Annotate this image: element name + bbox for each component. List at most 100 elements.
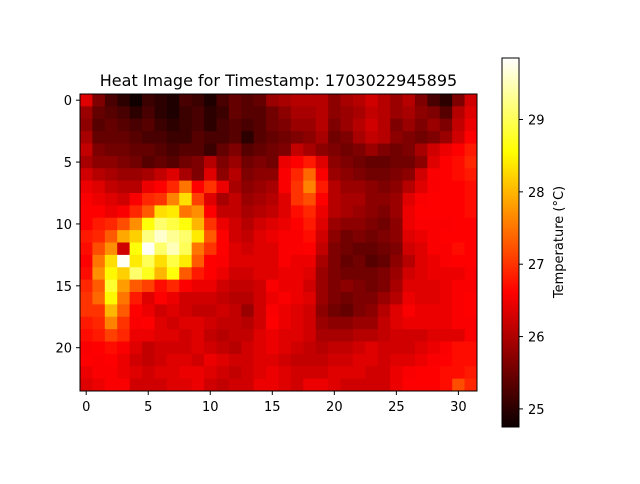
heatmap-cell <box>166 316 180 330</box>
heatmap-cell <box>154 230 168 243</box>
heatmap-cell <box>352 180 366 194</box>
heatmap-cell <box>290 94 304 107</box>
heatmap-cell <box>377 378 391 392</box>
heatmap-cell <box>179 341 193 355</box>
heatmap-cell <box>228 205 242 219</box>
heatmap-cell <box>179 217 193 231</box>
heatmap-cell <box>154 143 168 157</box>
heatmap-cell <box>241 131 255 144</box>
heatmap-cell <box>352 131 366 144</box>
heatmap-cell <box>241 143 255 157</box>
heatmap-cell <box>365 131 379 144</box>
heatmap-cell <box>414 118 428 132</box>
heatmap-cell <box>92 94 106 107</box>
heatmap-cell <box>80 131 93 144</box>
x-tick-label: 0 <box>82 400 90 415</box>
heatmap-cell <box>154 329 168 342</box>
heatmap-cell <box>464 242 478 256</box>
heatmap-cell <box>439 366 453 380</box>
heatmap-cell <box>390 180 403 194</box>
heatmap-cell <box>92 193 106 206</box>
heatmap-cell <box>166 155 180 169</box>
heatmap-cell <box>191 366 205 380</box>
heatmap-cell <box>452 217 465 231</box>
heatmap-cell <box>414 193 428 206</box>
heatmap-cell <box>154 304 168 318</box>
heatmap-cell <box>166 106 180 120</box>
heatmap-cell <box>278 217 292 231</box>
heatmap-cell <box>80 193 93 206</box>
heatmap-cell <box>278 180 292 194</box>
heatmap-cell <box>340 217 354 231</box>
heatmap-cell <box>439 292 453 305</box>
heatmap-cell <box>303 378 317 392</box>
heatmap-cell <box>328 329 341 342</box>
heatmap-cell <box>228 267 242 281</box>
heatmap-cell <box>104 267 118 281</box>
y-tick-label: 0 <box>64 94 72 109</box>
heatmap-cell <box>414 131 428 144</box>
heatmap-cell <box>452 193 465 206</box>
heatmap-cell <box>216 106 230 120</box>
heatmap-cell <box>266 267 279 281</box>
heatmap-cell <box>439 254 453 268</box>
heatmap-cell <box>290 106 304 120</box>
heatmap-cell <box>253 353 267 367</box>
heatmap-cell <box>253 316 267 330</box>
heatmap-cell <box>427 304 441 318</box>
heatmap-cell <box>228 193 242 206</box>
heatmap-cell <box>278 193 292 206</box>
heatmap-cell <box>328 217 341 231</box>
heatmap-cell <box>328 143 341 157</box>
heatmap-cell <box>253 155 267 169</box>
heatmap-cell <box>80 329 93 342</box>
heatmap-cell <box>452 205 465 219</box>
heatmap-cell <box>390 292 403 305</box>
heatmap-cell <box>390 94 403 107</box>
heatmap-cell <box>315 118 329 132</box>
heatmap-cell <box>179 205 193 219</box>
heatmap-cell <box>464 94 478 107</box>
heatmap-cell <box>241 316 255 330</box>
heatmap-cell <box>228 131 242 144</box>
heatmap-cell <box>303 143 317 157</box>
heatmap-cell <box>154 131 168 144</box>
heatmap-cell <box>328 168 341 182</box>
heatmap-cell <box>117 341 131 355</box>
heatmap-cell <box>253 230 267 243</box>
heatmap-cell <box>464 143 478 157</box>
heatmap-cell <box>390 230 403 243</box>
heatmap-cell <box>104 94 118 107</box>
heatmap-cell <box>92 118 106 132</box>
heatmap-cell <box>452 230 465 243</box>
heatmap-cell <box>303 155 317 169</box>
heatmap-cell <box>278 242 292 256</box>
heatmap-cell <box>390 304 403 318</box>
heatmap-cell <box>228 329 242 342</box>
heatmap-cell <box>117 353 131 367</box>
heatmap-cell <box>439 155 453 169</box>
x-tick-label: 10 <box>202 400 219 415</box>
heatmap-cell <box>104 341 118 355</box>
heatmap-cell <box>104 378 118 392</box>
heatmap-cell <box>266 168 279 182</box>
heatmap-cell <box>253 254 267 268</box>
heatmap-cell <box>166 230 180 243</box>
heatmap-cell <box>179 279 193 293</box>
heatmap-cell <box>328 304 341 318</box>
y-tick-label: 5 <box>64 156 72 171</box>
heatmap-cell <box>253 242 267 256</box>
heatmap-cell <box>464 106 478 120</box>
heatmap-cell <box>142 267 155 281</box>
heatmap-cell <box>216 143 230 157</box>
heatmap-cell <box>228 94 242 107</box>
heatmap-cell <box>129 267 143 281</box>
heatmap-cell <box>241 353 255 367</box>
heatmap-cell <box>328 242 341 256</box>
heatmap-cell <box>278 168 292 182</box>
heatmap-cell <box>241 205 255 219</box>
heatmap-cell <box>80 353 93 367</box>
heatmap-cell <box>191 193 205 206</box>
heatmap-cell <box>80 304 93 318</box>
heatmap-cell <box>179 304 193 318</box>
